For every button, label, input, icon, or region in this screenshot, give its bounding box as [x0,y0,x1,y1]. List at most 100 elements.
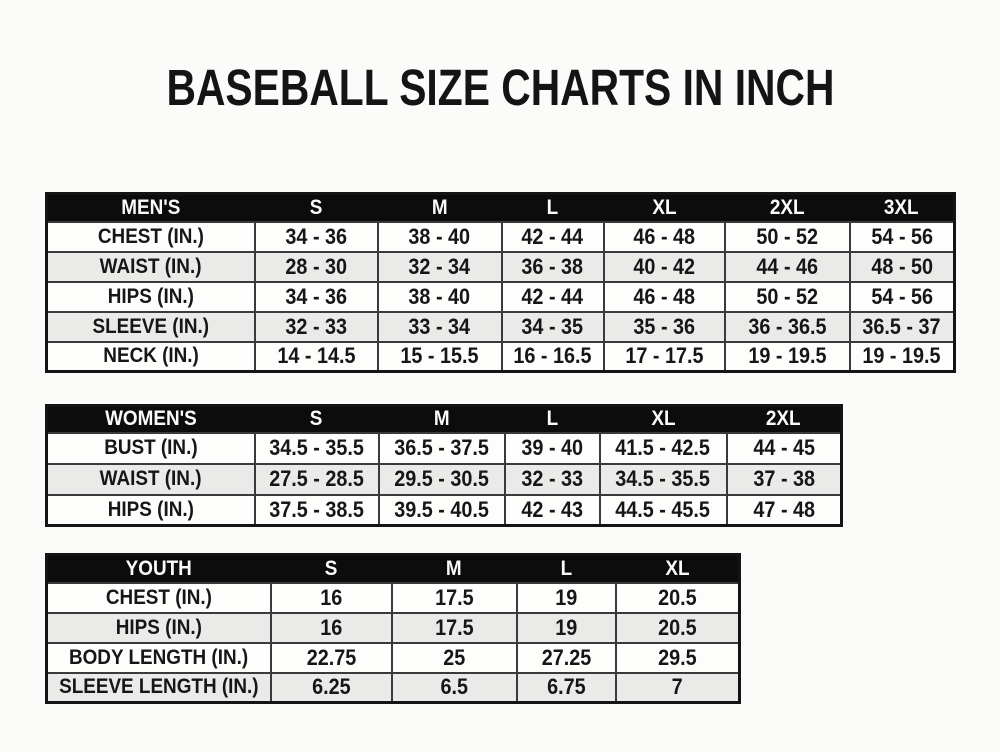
value-cell: 16 [269,581,393,614]
value-text: 16 - 16.5 [513,343,592,369]
header-cell: XL [614,553,741,584]
value-cell: 15 - 15.5 [376,340,503,373]
header-cell: S [253,404,380,434]
value-cell: 16 - 16.5 [500,340,605,373]
table-row: BODY LENGTH (IN.) 22.75 25 27.25 29.5 [45,641,741,674]
value-cell: 29.5 - 30.5 [377,462,506,496]
value-text: 19 - 19.5 [862,343,941,369]
value-cell: 46 - 48 [602,280,726,313]
value-cell: 6.25 [269,671,393,704]
value-cell: 17 - 17.5 [602,340,726,373]
value-cell: 34.5 - 35.5 [253,431,380,465]
row-label-cell: BODY LENGTH (IN.) [45,641,272,674]
value-cell: 27.25 [515,641,617,674]
value-cell: 47 - 48 [725,493,843,527]
row-label-text: CHEST (IN.) [97,224,204,248]
row-label-cell: SLEEVE (IN.) [45,310,256,343]
value-text: 42 - 43 [521,496,583,522]
header-row: YOUTH S M L XL [45,553,741,584]
row-label-cell: HIPS (IN.) [45,611,272,644]
value-cell: 46 - 48 [602,220,726,253]
table-row: WAIST (IN.) 28 - 30 32 - 34 36 - 38 40 - 42 4… [45,250,956,283]
value-cell: 39 - 40 [503,431,601,465]
value-text: 25 [443,644,466,670]
value-text: 54 - 56 [870,283,933,309]
table-row: NECK (IN.) 14 - 14.5 15 - 15.5 16 - 16.5 17 … [45,340,956,373]
row-label-cell: CHEST (IN.) [45,581,272,614]
value-cell: 27.5 - 28.5 [253,462,380,496]
table-row: SLEEVE LENGTH (IN.) 6.25 6.5 6.75 7 [45,671,741,704]
header-cell-text: M [446,556,463,580]
value-text: 33 - 34 [408,313,471,339]
youth-size-table: YOUTH S M L XL CHEST (IN.) 16 17.5 19 20.5 HIPS (I… [45,553,742,704]
row-label-cell: HIPS (IN.) [45,280,256,313]
value-text: 32 - 33 [521,466,583,491]
table-title-cell: YOUTH [45,553,272,584]
value-text: 39.5 - 40.5 [394,496,489,522]
value-text: 34.5 - 35.5 [269,435,364,460]
header-cell-text: L [546,195,559,219]
value-text: 19 - 19.5 [747,343,827,369]
value-cell: 54 - 56 [848,280,956,313]
header-cell: XL [598,404,728,434]
header-cell: 2XL [725,404,843,434]
value-cell: 39.5 - 40.5 [377,493,506,527]
table-row: WAIST (IN.) 27.5 - 28.5 29.5 - 30.5 32 - 33… [45,462,843,496]
header-cell: S [253,192,379,223]
value-cell: 36 - 36.5 [723,310,851,343]
value-text: 44 - 46 [756,253,818,279]
row-label-text: SLEEVE (IN.) [92,314,210,338]
value-cell: 50 - 52 [723,220,851,253]
value-text: 28 - 30 [285,253,347,279]
row-label-cell: CHEST (IN.) [45,220,256,253]
value-cell: 19 [515,611,617,644]
value-text: 42 - 44 [521,223,584,249]
value-text: 36 - 38 [521,253,584,279]
table-row: HIPS (IN.) 34 - 36 38 - 40 42 - 44 46 - 48 50… [45,280,956,313]
header-row: WOMEN'S S M L XL 2XL [45,404,843,434]
table-row: BUST (IN.) 34.5 - 35.5 36.5 - 37.5 39 - 40 4… [45,431,843,465]
value-cell: 38 - 40 [376,220,503,253]
value-cell: 20.5 [614,611,741,644]
value-cell: 25 [390,641,518,674]
value-cell: 42 - 44 [500,220,605,253]
header-cell-text: XL [665,556,690,580]
header-cell-text: L [546,407,558,431]
value-text: 54 - 56 [870,223,933,249]
value-text: 37.5 - 38.5 [269,496,364,522]
row-label-text: HIPS (IN.) [115,615,202,639]
row-label-text: BODY LENGTH (IN.) [69,645,249,669]
row-label-text: WAIST (IN.) [99,254,202,278]
value-cell: 20.5 [614,581,741,614]
mens-table: MEN'S S M L XL 2XL 3XL CHEST (IN.) 34 - 36 38 - 4… [45,192,956,373]
header-cell: 3XL [848,192,956,223]
value-text: 7 [671,674,683,700]
row-label-text: HIPS (IN.) [107,284,194,308]
value-text: 6.25 [311,674,351,700]
value-text: 37 - 38 [752,466,815,491]
header-cell: M [390,553,518,584]
value-cell: 32 - 33 [503,462,601,496]
value-text: 46 - 48 [633,283,695,309]
value-cell: 34 - 36 [253,280,379,313]
value-cell: 37 - 38 [725,462,843,496]
value-text: 20.5 [658,614,697,640]
value-text: 34 - 35 [521,313,584,339]
value-text: 50 - 52 [756,283,818,309]
header-cell: L [515,553,617,584]
header-cell-text: 2XL [769,195,805,219]
header-cell: L [500,192,605,223]
value-text: 16 [320,614,343,640]
row-label-cell: HIPS (IN.) [45,493,256,527]
header-cell: S [269,553,393,584]
value-cell: 29.5 [614,641,741,674]
value-cell: 42 - 43 [503,493,601,527]
value-cell: 41.5 - 42.5 [598,431,728,465]
value-text: 35 - 36 [633,313,695,339]
header-cell: M [376,192,503,223]
value-cell: 50 - 52 [723,280,851,313]
value-cell: 19 - 19.5 [723,340,851,373]
value-text: 38 - 40 [408,283,471,309]
value-text: 36.5 - 37 [862,313,941,339]
